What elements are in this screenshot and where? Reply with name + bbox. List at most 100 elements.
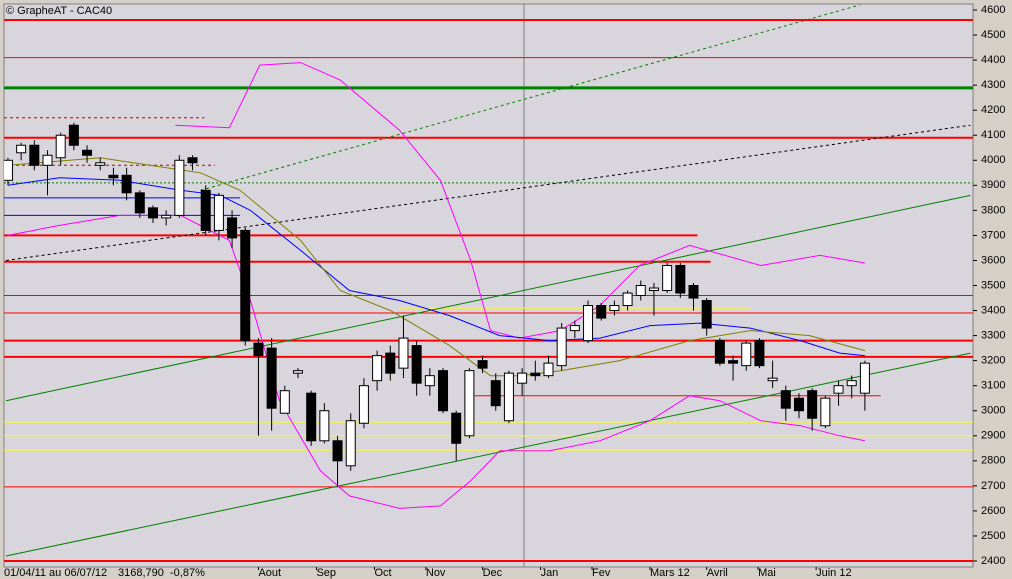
candle-body: [424, 375, 435, 387]
candle-body: [714, 340, 725, 364]
candle-body: [253, 342, 264, 357]
candle-body: [517, 372, 528, 384]
x-tick-label: Jan: [541, 567, 559, 579]
y-tick-label: 3300: [981, 329, 1005, 341]
candle-body: [859, 362, 870, 394]
candle-body: [767, 377, 778, 382]
candle-body: [569, 325, 580, 332]
plot-area: [3, 3, 974, 568]
candle-body: [543, 362, 554, 377]
candle-body: [42, 154, 53, 166]
candle-body: [55, 134, 66, 159]
candle-body: [807, 390, 818, 419]
period: 01/04/11 au 06/07/12: [4, 567, 107, 579]
candle-body: [134, 192, 145, 214]
candle-body: [530, 372, 541, 377]
candle-body: [240, 229, 251, 342]
candle-body: [464, 370, 475, 437]
candle-body: [266, 347, 277, 409]
candle-body: [161, 214, 172, 219]
candle-body: [820, 397, 831, 427]
candle-body: [477, 360, 488, 369]
indicator-line: [7, 157, 866, 377]
candle-body: [556, 327, 567, 367]
y-tick-label: 2800: [981, 455, 1005, 467]
candle-body: [385, 352, 396, 374]
candle-body: [596, 305, 607, 319]
candle-body: [292, 370, 303, 374]
y-tick-label: 2500: [981, 530, 1005, 542]
candle-body: [108, 174, 119, 179]
y-tick-label: 2700: [981, 480, 1005, 492]
last-value: 3168,790: [118, 567, 164, 579]
x-tick-label: Avril: [707, 567, 728, 579]
indicator-line: [175, 62, 865, 339]
candle-body: [372, 355, 383, 382]
y-tick-label: 2400: [981, 555, 1005, 567]
y-tick-label: 3000: [981, 405, 1005, 417]
candle-body: [16, 144, 27, 154]
x-tick-label: Mars 12: [650, 567, 690, 579]
candle-body: [503, 372, 514, 422]
chart-title: © GrapheAT - CAC40: [6, 5, 112, 17]
candle-body: [213, 194, 224, 231]
y-tick-label: 4000: [981, 154, 1005, 166]
candle-body: [675, 264, 686, 294]
candle-body: [609, 305, 620, 312]
trend-line: [5, 124, 971, 261]
candle-body: [648, 287, 659, 292]
y-tick-label: 3100: [981, 380, 1005, 392]
x-tick-label: Juin 12: [816, 567, 851, 579]
candle-body: [319, 410, 330, 442]
candle-body: [398, 337, 409, 369]
y-tick-label: 4200: [981, 104, 1005, 116]
y-tick-label: 2600: [981, 505, 1005, 517]
y-tick-label: 3500: [981, 279, 1005, 291]
y-tick-label: 4400: [981, 54, 1005, 66]
change: -0,87%: [170, 567, 205, 579]
candle-body: [833, 385, 844, 394]
candle-body: [622, 292, 633, 307]
trend-line: [5, 352, 971, 557]
candle-body: [846, 380, 857, 387]
candle-body: [332, 440, 343, 462]
candle-body: [29, 144, 40, 166]
y-tick-label: 3700: [981, 229, 1005, 241]
candle-body: [187, 157, 198, 164]
candle-body: [82, 149, 93, 156]
candle-body: [438, 370, 449, 412]
candle-body: [754, 340, 765, 367]
candle-body: [200, 189, 211, 231]
y-tick-label: 3200: [981, 355, 1005, 367]
y-tick-label: 3800: [981, 204, 1005, 216]
candle-body: [358, 385, 369, 424]
candle-body: [688, 285, 699, 299]
candle-body: [793, 397, 804, 412]
candle-body: [121, 174, 132, 194]
candle-body: [780, 390, 791, 409]
candle-body: [701, 300, 712, 329]
candle-body: [147, 207, 158, 219]
y-tick-label: 4100: [981, 129, 1005, 141]
candle-body: [345, 420, 356, 467]
y-tick-label: 2900: [981, 430, 1005, 442]
y-tick-label: 4600: [981, 4, 1005, 16]
x-tick-label: Dec: [483, 567, 503, 579]
candle-body: [174, 159, 185, 216]
x-tick-label: Oct: [374, 567, 391, 579]
trend-line: [200, 4, 860, 191]
plot: [4, 4, 973, 562]
y-tick-label: 3400: [981, 304, 1005, 316]
x-tick-label: Mai: [758, 567, 776, 579]
x-tick-label: Aout: [258, 567, 281, 579]
candle-body: [227, 217, 238, 239]
y-tick-label: 3900: [981, 179, 1005, 191]
candle-body: [4, 159, 13, 181]
y-tick-label: 4500: [981, 29, 1005, 41]
x-tick-label: Sep: [316, 567, 336, 579]
candle-body: [451, 412, 462, 444]
candle-body: [95, 162, 106, 166]
candle-body: [662, 264, 673, 292]
candle-body: [728, 360, 739, 364]
